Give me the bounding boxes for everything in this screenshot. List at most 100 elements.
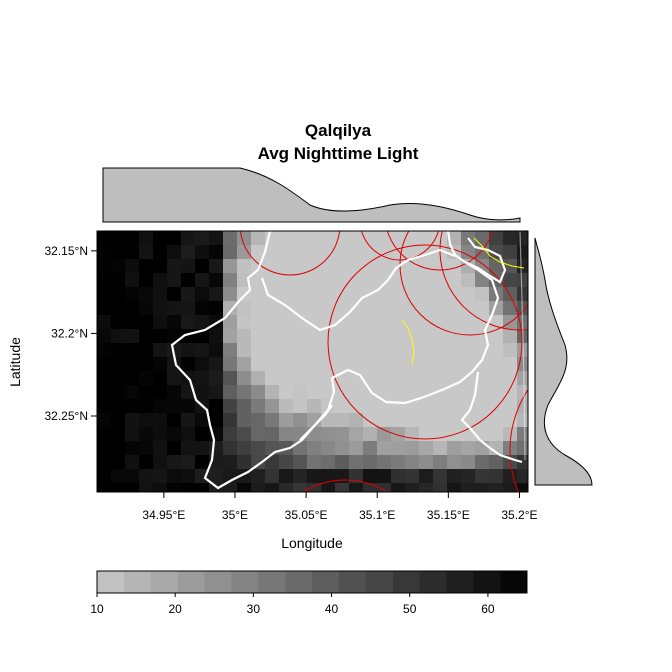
raster-cell — [153, 483, 168, 492]
raster-cell — [307, 441, 322, 456]
raster-cell — [447, 455, 462, 470]
raster-cell — [111, 287, 126, 302]
raster-cell — [307, 483, 322, 492]
raster-cell — [377, 259, 392, 274]
raster-cell — [377, 357, 392, 372]
raster-cell — [251, 259, 266, 274]
raster-cell — [293, 413, 308, 428]
raster-cell — [517, 469, 528, 484]
raster-cell — [139, 231, 154, 246]
raster-cell — [517, 441, 528, 456]
raster-cell — [237, 343, 252, 358]
raster-cell — [279, 483, 294, 492]
raster-cell — [405, 483, 420, 492]
raster-cell — [111, 259, 126, 274]
raster-cell — [447, 273, 462, 288]
raster-cell — [293, 441, 308, 456]
raster-cell — [251, 469, 266, 484]
raster-cell — [433, 483, 448, 492]
raster-cell — [489, 413, 504, 428]
raster-cell — [321, 483, 336, 492]
raster-cell — [335, 273, 350, 288]
raster-cell — [307, 371, 322, 386]
raster-cell — [503, 483, 518, 492]
raster-cell — [321, 427, 336, 442]
x-tick-label: 35.2°E — [501, 508, 537, 522]
raster-cell — [209, 413, 224, 428]
raster-cell — [433, 343, 448, 358]
raster-cell — [363, 371, 378, 386]
raster-cell — [251, 343, 266, 358]
yellow-line-overlays — [401, 237, 525, 366]
raster-cell — [517, 427, 528, 442]
raster-cell — [97, 287, 112, 302]
raster-cell — [111, 413, 126, 428]
raster-cell — [433, 231, 448, 246]
raster-cell — [405, 259, 420, 274]
raster-cell — [139, 329, 154, 344]
raster-cell — [433, 441, 448, 456]
raster-cell — [97, 245, 112, 260]
raster-cell — [321, 259, 336, 274]
raster-cell — [489, 385, 504, 400]
raster-cell — [125, 455, 140, 470]
raster-cell — [279, 385, 294, 400]
raster-cell — [461, 469, 476, 484]
raster-cell — [447, 287, 462, 302]
raster-cell — [517, 245, 528, 260]
raster-cell — [167, 441, 182, 456]
raster-cell — [265, 343, 280, 358]
raster-cell — [307, 245, 322, 260]
raster-cell — [517, 385, 528, 400]
raster-cell — [279, 329, 294, 344]
raster-cell — [279, 469, 294, 484]
district-boundary-line — [260, 248, 456, 332]
raster-cell — [335, 245, 350, 260]
raster-cell — [293, 245, 308, 260]
raster-cell — [167, 385, 182, 400]
raster-cell — [223, 385, 238, 400]
raster-cell — [125, 343, 140, 358]
raster-cell — [265, 357, 280, 372]
raster-cell — [447, 469, 462, 484]
raster-cell — [363, 343, 378, 358]
raster-cell — [237, 413, 252, 428]
raster-cell — [265, 413, 280, 428]
raster-cell — [363, 357, 378, 372]
raster-cell — [167, 483, 182, 492]
raster-cell — [265, 287, 280, 302]
raster-cell — [307, 343, 322, 358]
raster-cell — [377, 371, 392, 386]
raster-cell — [125, 483, 140, 492]
raster-cell — [475, 483, 490, 492]
raster-cell — [349, 273, 364, 288]
legend-swatch — [473, 571, 501, 593]
raster-cell — [503, 357, 518, 372]
raster-cell — [461, 343, 476, 358]
raster-cell — [237, 441, 252, 456]
raster-cell — [321, 287, 336, 302]
raster-cell — [349, 329, 364, 344]
raster-cell — [237, 231, 252, 246]
raster-cell — [447, 441, 462, 456]
raster-cell — [237, 483, 252, 492]
raster-cell — [419, 273, 434, 288]
legend-tick-label: 20 — [169, 602, 183, 616]
legend-frame — [96, 570, 528, 594]
raster-cell — [349, 357, 364, 372]
raster-cell — [321, 441, 336, 456]
raster-cell — [167, 413, 182, 428]
raster-cell — [307, 455, 322, 470]
raster-cell — [405, 315, 420, 330]
right-density-plot — [534, 237, 593, 486]
raster-cell — [307, 357, 322, 372]
raster-cell — [279, 455, 294, 470]
raster-cell — [307, 315, 322, 330]
raster-cell — [419, 469, 434, 484]
raster-cell — [139, 301, 154, 316]
raster-cell — [125, 273, 140, 288]
raster-cell — [405, 245, 420, 260]
red-circle — [301, 479, 389, 492]
raster-cell — [349, 259, 364, 274]
raster-cell — [251, 287, 266, 302]
